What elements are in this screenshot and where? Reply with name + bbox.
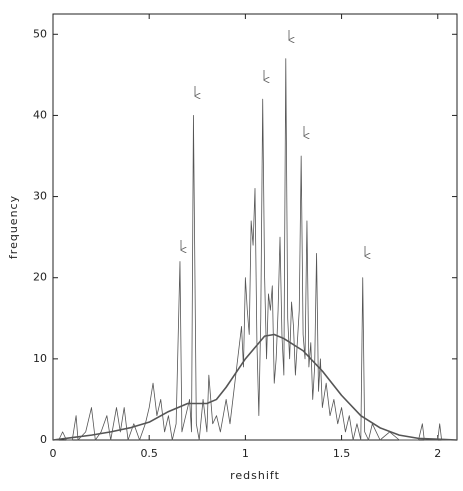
y-tick-label: 50 (33, 27, 47, 40)
x-tick-label: 1.5 (333, 447, 351, 460)
x-tick-label: 0 (50, 447, 57, 460)
x-tick-label: 1 (242, 447, 249, 460)
x-axis-title: redshift (230, 469, 280, 482)
plot-frame (52, 13, 458, 441)
y-tick-label: 10 (33, 352, 47, 365)
x-tick-label: 0.5 (140, 447, 158, 460)
series-line (53, 58, 457, 441)
series-line (52, 333, 458, 441)
y-tick-label: 40 (33, 108, 47, 121)
y-axis-title: frequency (7, 195, 20, 259)
peak-arrows (181, 30, 365, 256)
y-tick-label: 0 (40, 433, 47, 446)
x-tick-label: 2 (434, 447, 441, 460)
y-tick-label: 30 (33, 190, 47, 203)
y-tick-label: 20 (33, 271, 47, 284)
